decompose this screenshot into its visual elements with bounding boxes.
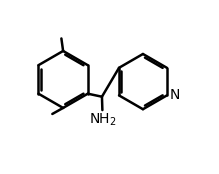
Text: N: N <box>170 88 180 102</box>
Text: NH$_2$: NH$_2$ <box>88 112 116 128</box>
